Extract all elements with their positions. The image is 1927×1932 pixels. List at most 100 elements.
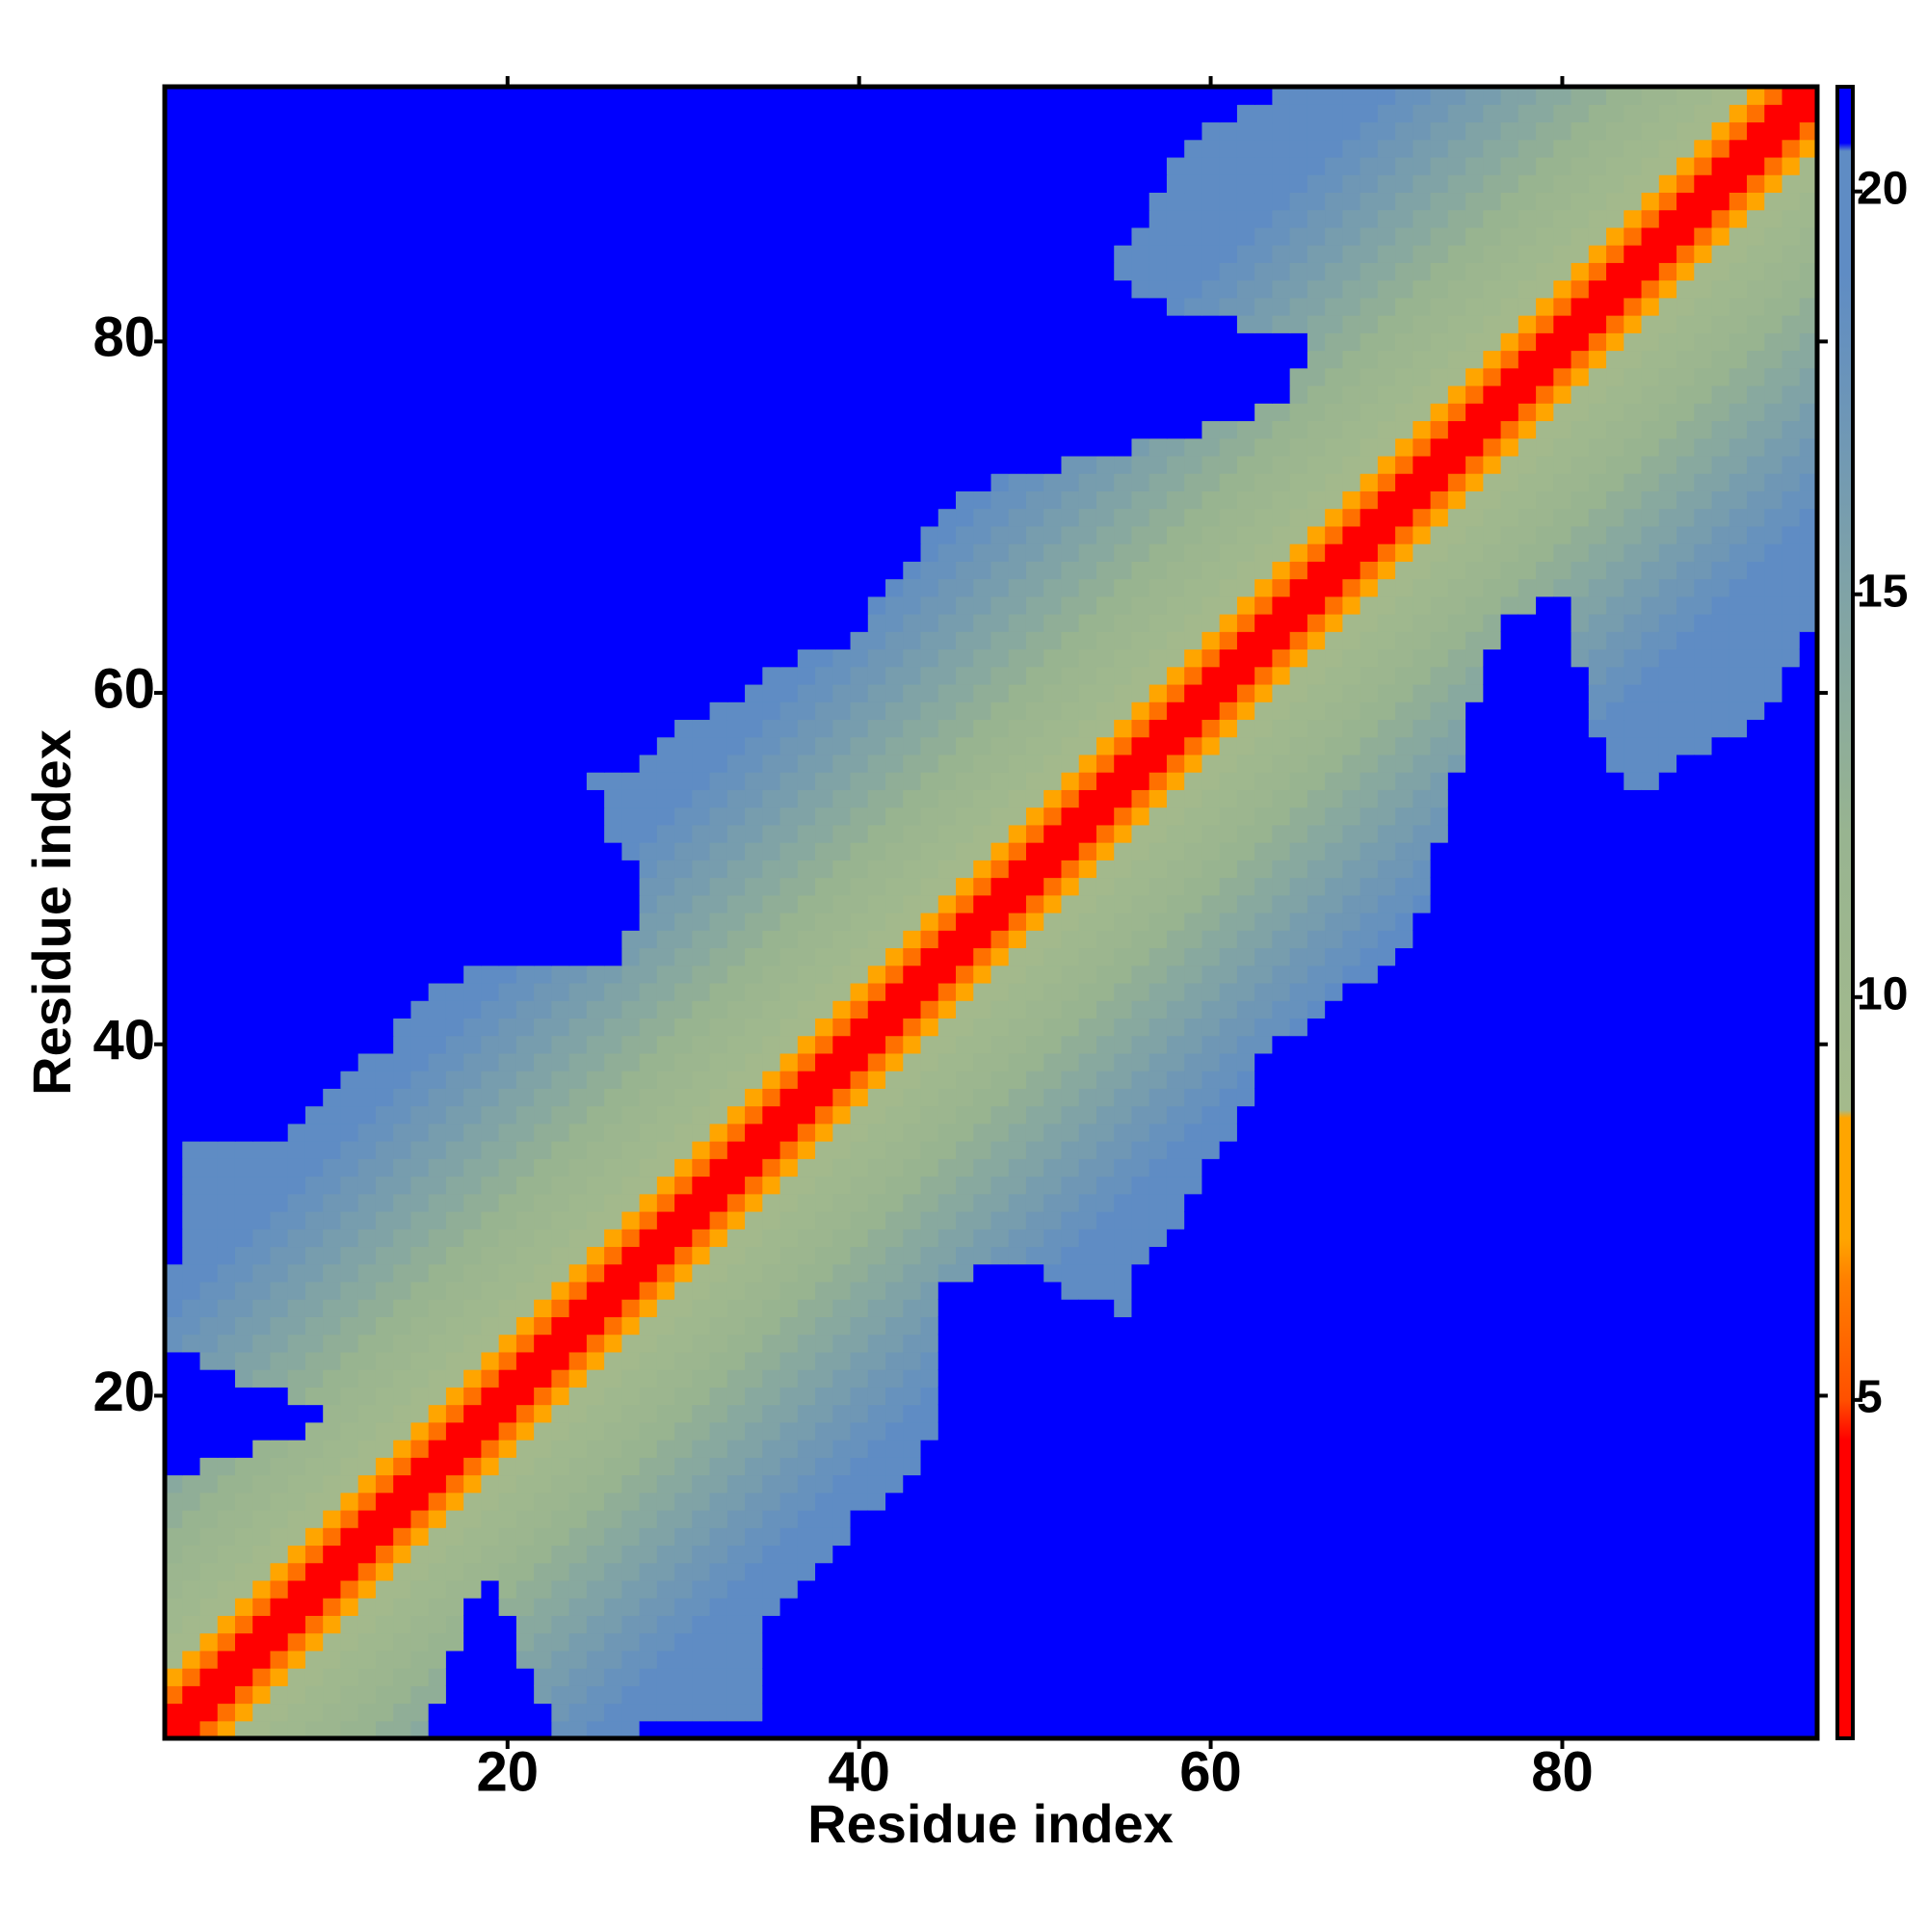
heatmap-cell [762, 631, 781, 650]
heatmap-cell [674, 1720, 693, 1739]
heatmap-cell [885, 1246, 904, 1265]
heatmap-cell [1219, 631, 1238, 650]
heatmap-cell [551, 614, 570, 632]
heatmap-cell [956, 631, 974, 650]
heatmap-cell [1166, 1615, 1185, 1634]
heatmap-cell [165, 701, 183, 721]
heatmap-cell [1166, 1440, 1185, 1458]
heatmap-cell [1395, 1509, 1413, 1528]
heatmap-cell [1061, 965, 1080, 984]
heatmap-cell [604, 1316, 622, 1336]
heatmap-cell [1061, 1632, 1080, 1652]
heatmap-cell [990, 1210, 1010, 1230]
heatmap-cell [1325, 1263, 1343, 1283]
heatmap-cell [674, 1703, 693, 1722]
heatmap-cell [270, 1176, 289, 1195]
heatmap-cell [357, 1299, 377, 1317]
heatmap-cell [604, 1105, 622, 1125]
heatmap-cell [234, 930, 253, 949]
heatmap-cell [1061, 1281, 1080, 1300]
heatmap-cell [937, 1210, 957, 1230]
heatmap-cell [182, 1579, 201, 1599]
heatmap-cell [463, 1123, 483, 1142]
heatmap-cell [498, 824, 517, 843]
heatmap-cell [656, 1562, 675, 1581]
heatmap-cell [1272, 1474, 1291, 1494]
heatmap-cell [973, 772, 992, 790]
heatmap-cell [287, 1299, 306, 1317]
heatmap-cell [1008, 1334, 1027, 1353]
heatmap-cell [639, 1421, 658, 1441]
heatmap-cell [1342, 1457, 1361, 1476]
heatmap-cell [270, 1052, 289, 1072]
heatmap-cell [1236, 525, 1255, 544]
heatmap-cell [1043, 1018, 1063, 1037]
heatmap-cell [1289, 1299, 1308, 1317]
heatmap-cell [428, 1351, 447, 1370]
heatmap-cell [973, 1404, 992, 1423]
heatmap-cell [165, 736, 183, 755]
heatmap-cell [903, 1141, 922, 1159]
heatmap-cell [393, 1193, 412, 1212]
heatmap-cell [709, 1018, 728, 1037]
heatmap-cell [797, 1615, 816, 1634]
heatmap-cell [1025, 877, 1044, 896]
heatmap-cell [498, 1615, 517, 1634]
heatmap-cell [1359, 1562, 1379, 1581]
heatmap-cell [692, 1685, 711, 1705]
heatmap-cell [656, 1492, 675, 1511]
heatmap-cell [586, 1387, 605, 1406]
heatmap-cell [920, 543, 939, 562]
heatmap-cell [885, 1421, 904, 1441]
heatmap-cell [762, 1527, 781, 1547]
heatmap-cell [990, 561, 1010, 580]
heatmap-cell [937, 719, 957, 738]
heatmap-cell [445, 877, 464, 896]
heatmap-cell [199, 1299, 219, 1317]
heatmap-cell [340, 1545, 359, 1564]
heatmap-cell [182, 947, 201, 966]
heatmap-cell [956, 894, 974, 913]
heatmap-cell [1025, 807, 1044, 826]
heatmap-cell [199, 824, 219, 843]
heatmap-cell [973, 1492, 992, 1511]
heatmap-cell [1201, 1545, 1221, 1564]
heatmap-cell [726, 1562, 746, 1581]
heatmap-cell [621, 1685, 641, 1705]
heatmap-cell [745, 648, 763, 668]
heatmap-cell [639, 1598, 658, 1616]
heatmap-cell [252, 1598, 272, 1616]
heatmap-cell [639, 1246, 658, 1265]
heatmap-cell [674, 1052, 693, 1072]
heatmap-cell [867, 1615, 886, 1634]
heatmap-cell [498, 1421, 517, 1441]
heatmap-cell [304, 701, 324, 721]
heatmap-cell [903, 1018, 922, 1037]
heatmap-cell [903, 1685, 922, 1705]
heatmap-cell [885, 947, 904, 966]
heatmap-cell [463, 947, 483, 966]
heatmap-cell [586, 701, 605, 721]
heatmap-cell [287, 965, 306, 984]
heatmap-cell [937, 1281, 957, 1300]
heatmap-cell [885, 1509, 904, 1528]
heatmap-cell [481, 1598, 500, 1616]
heatmap-cell [1272, 1579, 1291, 1599]
heatmap-cell [304, 719, 324, 738]
heatmap-cell [182, 578, 201, 597]
heatmap-cell [375, 578, 394, 597]
heatmap-cell [1114, 1052, 1133, 1072]
heatmap-cell [445, 1299, 464, 1317]
heatmap-cell [1184, 894, 1203, 913]
heatmap-cell [1325, 525, 1343, 544]
heatmap-cell [1095, 1351, 1115, 1370]
heatmap-cell [1043, 754, 1063, 773]
heatmap-cell [674, 701, 693, 721]
heatmap-cell [498, 490, 517, 510]
heatmap-cell [956, 1650, 974, 1669]
heatmap-cell [393, 1668, 412, 1686]
heatmap-cell [1219, 1387, 1238, 1406]
heatmap-cell [903, 561, 922, 580]
heatmap-cell [867, 1369, 886, 1388]
heatmap-cell [1272, 947, 1291, 966]
